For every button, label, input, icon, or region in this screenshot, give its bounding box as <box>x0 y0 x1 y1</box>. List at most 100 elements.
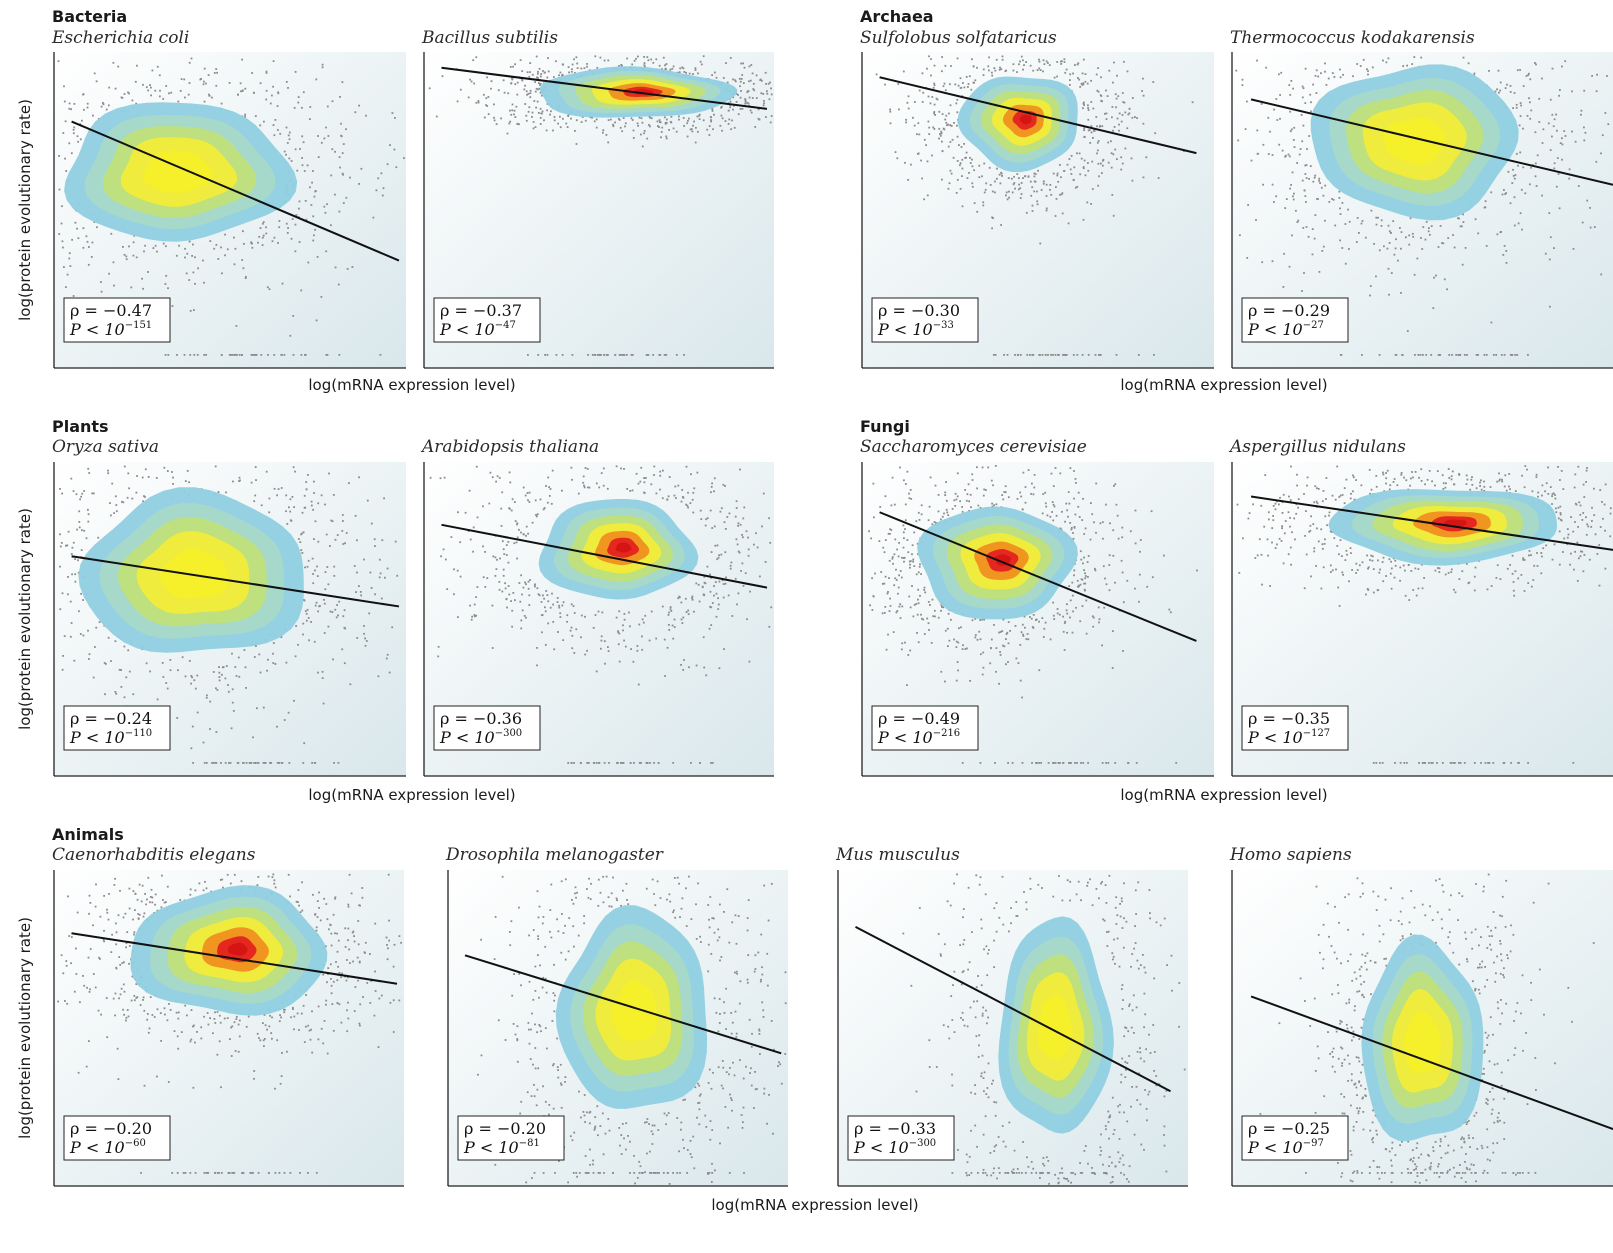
rho-value: ρ = −0.36 <box>440 709 522 728</box>
scatter-points <box>477 875 787 1185</box>
regression-line <box>71 120 400 262</box>
species-label: Caenorhabditis elegans <box>52 845 256 865</box>
p-value: P < 10−127 <box>1247 728 1330 747</box>
regression-line <box>855 925 1171 1093</box>
density-contours <box>1310 64 1519 221</box>
regression-line <box>1250 98 1613 186</box>
labels-layer: log(protein evolutionary rate) log(protei… <box>16 7 1475 1214</box>
scatter-points <box>429 465 773 764</box>
scatter-panel: ρ = −0.29P < 10−27 <box>1231 52 1613 369</box>
density-contours <box>1361 934 1484 1142</box>
rho-value: ρ = −0.25 <box>1248 1119 1330 1138</box>
scatter-panel: ρ = −0.25P < 10−97 <box>1231 870 1613 1187</box>
species-label: Mus musculus <box>835 845 960 865</box>
stats-box <box>1241 1115 1349 1161</box>
x-axis-label: log(mRNA expression level) <box>1120 786 1327 804</box>
stats-box <box>433 705 541 751</box>
rho-value: ρ = −0.47 <box>70 301 152 320</box>
scatter-points <box>57 873 402 1174</box>
scatter-panel: ρ = −0.36P < 10−300 <box>423 462 774 777</box>
group-label: Animals <box>52 825 124 844</box>
density-contours <box>998 916 1114 1134</box>
p-value: P < 10−27 <box>1247 320 1324 339</box>
regression-line <box>464 954 782 1055</box>
rho-value: ρ = −0.29 <box>1248 301 1330 320</box>
p-value: P < 10−151 <box>69 320 152 339</box>
density-contours <box>957 76 1078 173</box>
density-contours <box>78 487 304 653</box>
y-axis-label: log(protein evolutionary rate) <box>16 99 34 321</box>
p-value: P < 10−60 <box>69 1138 146 1157</box>
stats-box <box>871 297 979 343</box>
regression-line <box>879 76 1197 155</box>
stats-box <box>63 705 171 751</box>
species-label: Sulfolobus solfataricus <box>860 28 1057 48</box>
rho-value: ρ = −0.35 <box>1248 709 1330 728</box>
p-value: P < 10−300 <box>439 728 522 747</box>
p-value: P < 10−97 <box>1247 1138 1324 1157</box>
regression-line <box>1250 995 1613 1131</box>
y-axis-label: log(protein evolutionary rate) <box>16 917 34 1139</box>
scatter-panel: ρ = −0.20P < 10−81 <box>447 870 788 1187</box>
x-axis-label: log(mRNA expression level) <box>711 1196 918 1214</box>
x-axis-label: log(mRNA expression level) <box>308 376 515 394</box>
stats-box <box>433 297 541 343</box>
scatter-points <box>1259 873 1595 1184</box>
density-contours <box>130 885 328 1016</box>
species-label: Oryza sativa <box>52 437 159 457</box>
stats-box <box>63 297 171 343</box>
species-label: Aspergillus nidulans <box>1228 437 1406 457</box>
scatter-panel: ρ = −0.47P < 10−151 <box>53 52 406 369</box>
rho-value: ρ = −0.30 <box>878 301 960 320</box>
regression-line <box>441 523 768 589</box>
species-label: Thermococcus kodakarensis <box>1230 28 1475 48</box>
group-label: Bacteria <box>52 7 127 26</box>
group-label: Archaea <box>860 7 934 26</box>
stats-box <box>1241 705 1349 751</box>
stats-box <box>847 1115 955 1161</box>
regression-line <box>71 932 398 985</box>
rho-value: ρ = −0.24 <box>70 709 152 728</box>
p-value: P < 10−300 <box>853 1138 936 1157</box>
stats-box <box>63 1115 171 1161</box>
scatter-panel: ρ = −0.49P < 10−216 <box>861 462 1214 777</box>
density-contours <box>538 499 699 600</box>
species-label: Drosophila melanogaster <box>445 845 664 865</box>
x-axis-label: log(mRNA expression level) <box>308 786 515 804</box>
species-label: Saccharomyces cerevisiae <box>860 437 1087 457</box>
x-axis-label: log(mRNA expression level) <box>1120 376 1327 394</box>
scatter-points <box>875 55 1194 356</box>
rho-value: ρ = −0.20 <box>70 1119 152 1138</box>
scatter-panel: ρ = −0.37P < 10−47 <box>423 52 774 369</box>
regression-line <box>879 511 1197 642</box>
rho-value: ρ = −0.49 <box>878 709 960 728</box>
p-value: P < 10−33 <box>877 320 954 339</box>
stats-box <box>457 1115 565 1161</box>
scatter-panel: ρ = −0.24P < 10−110 <box>53 462 406 777</box>
stats-box <box>871 705 979 751</box>
scatter-points <box>428 55 773 356</box>
p-value: P < 10−216 <box>877 728 960 747</box>
species-label: Homo sapiens <box>1229 845 1352 865</box>
density-contours <box>917 506 1078 620</box>
rho-value: ρ = −0.20 <box>464 1119 546 1138</box>
group-label: Fungi <box>860 417 910 436</box>
p-value: P < 10−47 <box>439 320 516 339</box>
species-label: Bacillus subtilis <box>421 28 558 48</box>
scatter-points <box>1236 465 1612 764</box>
regression-line <box>441 66 768 110</box>
scatter-panel: ρ = −0.35P < 10−127 <box>1231 462 1613 777</box>
scatter-panel: ρ = −0.30P < 10−33 <box>861 52 1214 369</box>
scatter-panel: ρ = −0.20P < 10−60 <box>53 870 404 1187</box>
rho-value: ρ = −0.37 <box>440 301 522 320</box>
y-axis-label: log(protein evolutionary rate) <box>16 508 34 730</box>
regression-line <box>1250 495 1613 551</box>
scatter-points <box>868 465 1198 764</box>
stats-box <box>1241 297 1349 343</box>
scatter-panel: ρ = −0.33P < 10−300 <box>837 870 1188 1187</box>
rho-value: ρ = −0.33 <box>854 1119 936 1138</box>
p-value: P < 10−110 <box>69 728 152 747</box>
